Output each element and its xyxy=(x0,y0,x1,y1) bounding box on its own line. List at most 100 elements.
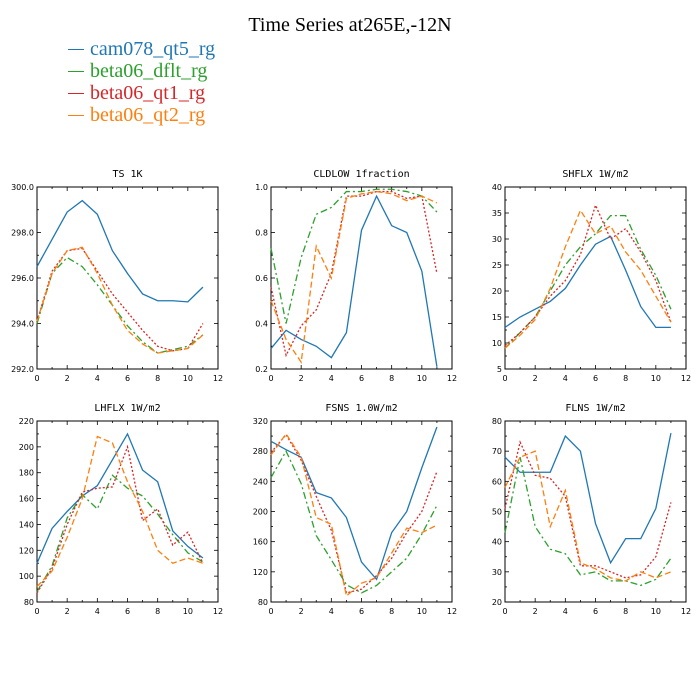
legend-swatch xyxy=(68,70,84,72)
x-tick-label: 4 xyxy=(329,607,334,616)
y-tick-label: 30 xyxy=(492,568,502,577)
x-tick-label: 2 xyxy=(299,374,304,383)
y-tick-label: 240 xyxy=(253,477,268,486)
legend-swatch xyxy=(68,114,84,116)
y-tick-label: 20 xyxy=(492,598,502,607)
x-tick-label: 6 xyxy=(125,607,130,616)
y-tick-label: 0.8 xyxy=(255,229,268,238)
y-tick-label: 40 xyxy=(492,538,502,547)
legend-swatch xyxy=(68,48,84,50)
y-tick-label: 40 xyxy=(492,183,502,192)
y-tick-label: 280 xyxy=(253,447,268,456)
x-tick-label: 12 xyxy=(447,374,457,383)
series-line-cam078_qt5_rg xyxy=(270,194,438,367)
legend-item: cam078_qt5_rg xyxy=(68,38,215,60)
y-tick-label: 200 xyxy=(19,443,34,452)
y-tick-label: 160 xyxy=(19,495,34,504)
x-tick-label: 6 xyxy=(359,374,364,383)
x-tick-label: 8 xyxy=(155,374,160,383)
y-tick-label: 292.0 xyxy=(11,365,34,374)
y-tick-label: 160 xyxy=(253,538,268,547)
series-line-beta06_qt1_rg xyxy=(504,203,672,347)
y-tick-label: 50 xyxy=(492,508,502,517)
figure-title: Time Series at265E,-12N xyxy=(248,14,452,36)
series-line-cam078_qt5_rg xyxy=(36,432,204,564)
series-line-beta06_dflt_rg xyxy=(36,256,204,354)
y-tick-label: 70 xyxy=(492,447,502,456)
y-tick-label: 80 xyxy=(492,417,502,426)
x-tick-label: 2 xyxy=(533,374,538,383)
x-tick-label: 8 xyxy=(389,607,394,616)
series-line-cam078_qt5_rg xyxy=(36,199,204,303)
x-tick-label: 10 xyxy=(183,607,193,616)
x-tick-label: 0 xyxy=(502,374,507,383)
series-line-beta06_qt2_rg xyxy=(504,450,672,582)
y-tick-label: 100 xyxy=(19,572,34,581)
panel-title: SHFLX 1W/m2 xyxy=(562,169,628,180)
panel-title: LHFLX 1W/m2 xyxy=(94,403,160,414)
y-tick-label: 180 xyxy=(19,469,34,478)
x-tick-label: 10 xyxy=(417,607,427,616)
y-tick-label: 80 xyxy=(24,598,34,607)
x-tick-label: 0 xyxy=(268,607,273,616)
x-tick-label: 8 xyxy=(623,607,628,616)
x-tick-label: 12 xyxy=(213,607,223,616)
panel-title: TS 1K xyxy=(112,169,142,180)
x-tick-label: 0 xyxy=(268,374,273,383)
legend-item: beta06_dflt_rg xyxy=(68,60,215,82)
series-line-beta06_dflt_rg xyxy=(270,188,438,324)
x-tick-label: 10 xyxy=(651,607,661,616)
series-line-cam078_qt5_rg xyxy=(504,432,672,565)
series-line-beta06_qt1_rg xyxy=(270,433,438,594)
y-tick-label: 20 xyxy=(492,287,502,296)
plot-frame xyxy=(270,186,453,370)
series-line-beta06_dflt_rg xyxy=(36,474,204,592)
legend-label: beta06_qt2_rg xyxy=(90,104,206,126)
legend-item: beta06_qt2_rg xyxy=(68,104,215,126)
series-line-beta06_dflt_rg xyxy=(270,449,438,594)
y-tick-label: 296.0 xyxy=(11,274,34,283)
y-tick-label: 10 xyxy=(492,339,502,348)
y-tick-label: 80 xyxy=(258,598,268,607)
x-tick-label: 10 xyxy=(417,374,427,383)
x-tick-label: 2 xyxy=(65,374,70,383)
x-tick-label: 10 xyxy=(651,374,661,383)
y-tick-label: 320 xyxy=(253,417,268,426)
y-tick-label: 60 xyxy=(492,477,502,486)
y-tick-label: 0.4 xyxy=(255,320,268,329)
x-tick-label: 4 xyxy=(329,374,334,383)
plot-frame xyxy=(270,420,453,603)
x-tick-label: 12 xyxy=(213,374,223,383)
x-tick-label: 6 xyxy=(359,607,364,616)
plot-frame xyxy=(504,186,687,370)
series-line-beta06_dflt_rg xyxy=(504,214,672,349)
legend-label: beta06_qt1_rg xyxy=(90,82,206,104)
series-line-beta06_qt2_rg xyxy=(504,209,672,349)
panel-title: CLDLOW 1fraction xyxy=(313,169,409,180)
y-tick-label: 1.0 xyxy=(255,183,268,192)
x-tick-label: 10 xyxy=(183,374,193,383)
x-tick-label: 0 xyxy=(34,607,39,616)
y-tick-label: 298.0 xyxy=(11,229,34,238)
x-tick-label: 2 xyxy=(533,607,538,616)
x-tick-label: 4 xyxy=(563,374,568,383)
series-line-beta06_qt2_rg xyxy=(270,432,438,598)
y-tick-label: 0.2 xyxy=(255,365,268,374)
y-tick-label: 120 xyxy=(253,568,268,577)
legend-label: beta06_dflt_rg xyxy=(90,60,208,82)
x-tick-label: 12 xyxy=(681,607,691,616)
y-tick-label: 35 xyxy=(492,209,502,218)
x-tick-label: 8 xyxy=(623,374,628,383)
legend: cam078_qt5_rg beta06_dflt_rg beta06_qt1_… xyxy=(68,38,215,126)
y-tick-label: 30 xyxy=(492,235,502,244)
y-tick-label: 25 xyxy=(492,261,502,270)
x-tick-label: 6 xyxy=(593,607,598,616)
legend-item: beta06_qt1_rg xyxy=(68,82,215,104)
series-line-beta06_qt2_rg xyxy=(36,246,204,354)
x-tick-label: 8 xyxy=(389,374,394,383)
y-tick-label: 0.6 xyxy=(255,274,268,283)
x-tick-label: 6 xyxy=(593,374,598,383)
panel-title: FSNS 1.0W/m2 xyxy=(325,403,397,414)
series-line-beta06_qt2_rg xyxy=(270,190,438,364)
x-tick-label: 2 xyxy=(65,607,70,616)
